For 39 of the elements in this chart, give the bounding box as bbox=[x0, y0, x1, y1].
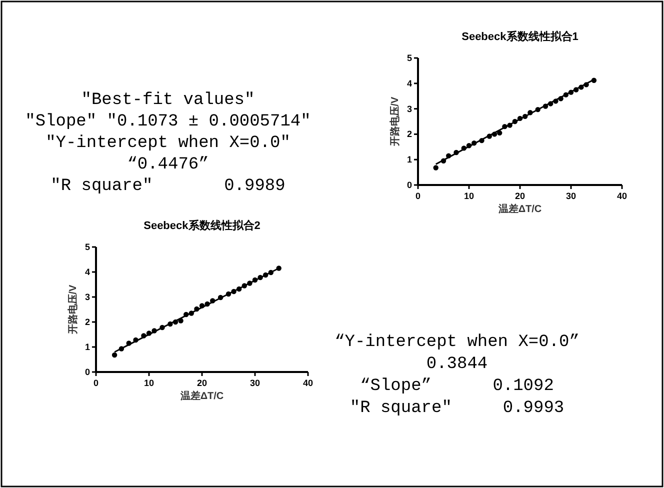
y-tick-label: 5 bbox=[406, 53, 412, 63]
y-tick-label: 3 bbox=[84, 292, 90, 302]
y-tick-label: 4 bbox=[406, 78, 412, 88]
text: ″Y-intercept when X=0.0″ bbox=[46, 134, 290, 153]
x-tick-label: 40 bbox=[616, 191, 628, 201]
y-tick-label: 3 bbox=[406, 104, 412, 114]
text: “0.4476” bbox=[127, 156, 209, 174]
x-axis-title: 温差ΔT/C bbox=[179, 390, 224, 402]
y-axis-title: 开路电压/V bbox=[67, 284, 79, 336]
x-tick-label: 0 bbox=[415, 191, 421, 201]
text: “Y-intercept when X=0.0” bbox=[334, 333, 580, 352]
y-tick-label: 0 bbox=[406, 180, 412, 190]
y-tick-label: 2 bbox=[84, 317, 90, 327]
x-tick-label: 30 bbox=[250, 378, 260, 388]
x-tick-label: 20 bbox=[514, 191, 526, 201]
y-tick-label: 4 bbox=[84, 267, 90, 277]
y-axis-title: 开路电压/V bbox=[389, 96, 401, 148]
y-tick-label: 2 bbox=[406, 129, 412, 140]
text: “Slope” 0.1092 bbox=[360, 377, 554, 396]
x-axis-title: 温差ΔT/C bbox=[497, 203, 542, 215]
x-tick-label: 40 bbox=[302, 378, 314, 388]
text: ″Slope″ ″0.1073 ± 0.0005714″ bbox=[25, 112, 311, 132]
point bbox=[433, 165, 438, 170]
text: ″R square″ 0.9989 bbox=[50, 177, 286, 196]
chart-title: Seebeck系数线性拟合2 bbox=[144, 219, 260, 232]
chart-title: Seebeck系数线性拟合1 bbox=[462, 30, 578, 43]
text: ″R square″ 0.9993 bbox=[350, 399, 564, 418]
text: ″Best-fit values″ bbox=[81, 91, 255, 110]
x-tick-label: 20 bbox=[196, 378, 208, 388]
y-tick-label: 1 bbox=[406, 154, 412, 165]
point bbox=[112, 352, 118, 358]
y-tick-label: 0 bbox=[84, 367, 90, 377]
text: 0.3844 bbox=[426, 355, 488, 374]
x-tick-label: 10 bbox=[144, 378, 154, 388]
y-tick-label: 5 bbox=[84, 242, 90, 252]
x-tick-label: 10 bbox=[464, 191, 474, 201]
y-tick-label: 1 bbox=[84, 342, 90, 352]
x-tick-label: 30 bbox=[566, 191, 576, 201]
x-tick-label: 0 bbox=[93, 378, 99, 388]
